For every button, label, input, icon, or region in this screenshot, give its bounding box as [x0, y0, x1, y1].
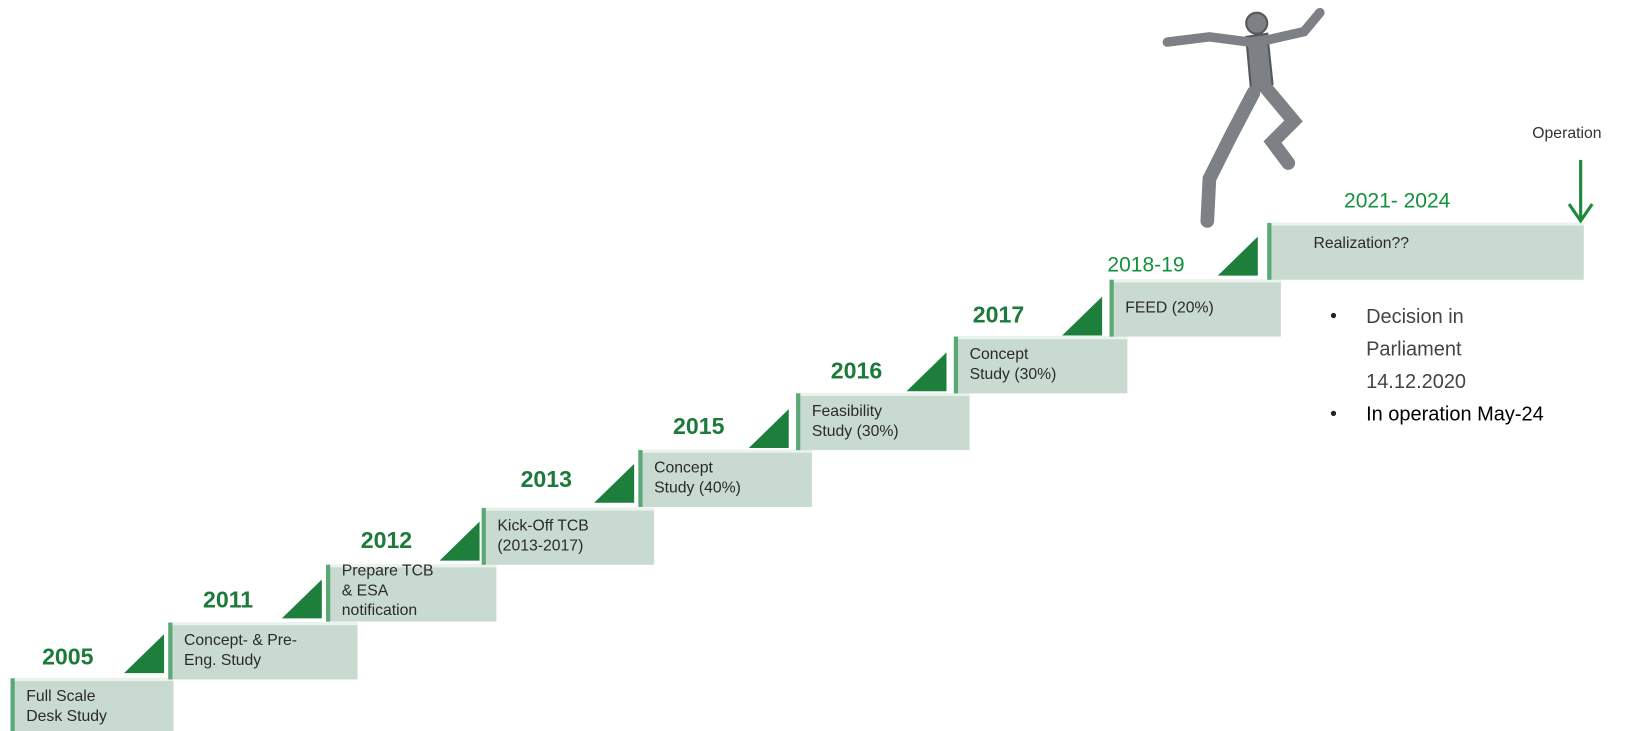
step-label: notification [342, 602, 417, 619]
step-label: Study (40%) [654, 480, 741, 497]
bullet-dot [1331, 313, 1336, 318]
step-year: 2018-19 [1107, 254, 1184, 277]
step-triangle [282, 580, 322, 619]
step-label: Study (30%) [812, 423, 899, 440]
step-label: Kick-Off TCB [497, 518, 588, 535]
step-label: FEED (20%) [1125, 299, 1213, 316]
step-year: 2021- 2024 [1344, 190, 1451, 213]
operation-arrow [1569, 160, 1592, 221]
step-label: Prepare TCB [342, 562, 434, 579]
step-year: 2012 [361, 527, 412, 553]
bullet-text: Decision in [1366, 306, 1464, 328]
step-triangle [124, 634, 164, 673]
step-year: 2015 [673, 413, 725, 439]
step-box [796, 393, 970, 450]
staircase-diagram: 2005 Full Scale Desk Study 2011 Concept- & P… [0, 0, 1649, 731]
bullets: Decision in Parliament 14.12.2020 In operat… [1331, 306, 1544, 426]
step-triangle [1218, 237, 1258, 276]
step-box [168, 623, 357, 680]
step-triangle [907, 352, 947, 391]
step-triangle [440, 522, 480, 561]
step-year: 2005 [42, 643, 94, 669]
step-label: Eng. Study [184, 652, 261, 669]
step-label: Concept [654, 460, 713, 477]
bullet-text: In operation May-24 [1366, 404, 1544, 426]
step-triangle [594, 464, 634, 503]
step-year: 2017 [973, 302, 1024, 328]
step-box [638, 450, 812, 507]
step-label: Desk Study [26, 708, 107, 725]
step-box [482, 508, 654, 565]
jumping-man [1167, 13, 1319, 221]
step-triangle [749, 409, 789, 448]
step-box [954, 337, 1128, 394]
step-label: Realization?? [1314, 235, 1410, 252]
bullet-text: Parliament [1366, 339, 1462, 361]
step-label: Concept- & Pre- [184, 632, 297, 649]
step-label: Feasibility [812, 403, 882, 420]
step-label: Full Scale [26, 688, 95, 705]
bullet-dot [1331, 411, 1336, 416]
step-year: 2013 [521, 466, 573, 492]
step-label: Concept [970, 346, 1029, 363]
step-year: 2016 [831, 357, 883, 383]
step-label: (2013-2017) [497, 538, 583, 555]
step-label: Study (30%) [970, 366, 1057, 383]
bullet-text: 14.12.2020 [1366, 371, 1466, 393]
step-year: 2011 [203, 587, 253, 613]
step-triangle [1062, 297, 1102, 336]
step-label: & ESA [342, 582, 389, 599]
steps: 2005 Full Scale Desk Study 2011 Concept- & P… [11, 190, 1584, 731]
operation-label: Operation [1532, 125, 1601, 142]
